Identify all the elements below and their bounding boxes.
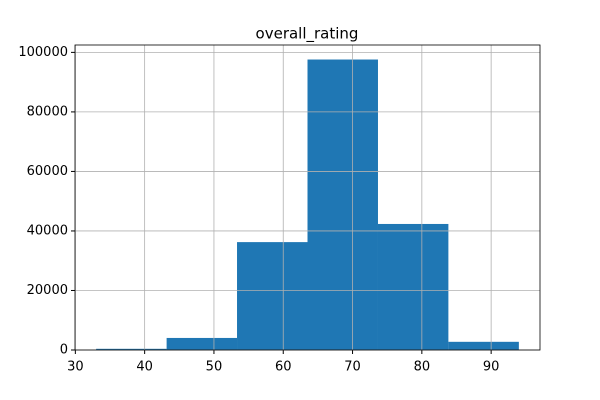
plot-frame: [74, 44, 541, 351]
y-tick-label: 40000: [27, 223, 68, 238]
x-tick-label: 60: [275, 360, 292, 375]
y-tick-label: 80000: [27, 104, 68, 119]
x-tick-label: 30: [67, 360, 84, 375]
bar: [448, 341, 519, 350]
x-tick-label: 90: [483, 360, 500, 375]
bar: [166, 337, 238, 350]
bar: [96, 348, 167, 350]
y-tick-label: 100000: [18, 45, 68, 60]
y-tick-label: 60000: [27, 164, 68, 179]
y-tick-label: 0: [60, 343, 68, 358]
x-tick-label: 40: [136, 360, 153, 375]
x-tick-label: 70: [344, 360, 361, 375]
y-tick-label: 20000: [27, 283, 68, 298]
x-tick-label: 50: [206, 360, 223, 375]
bar: [377, 223, 449, 350]
chart-title: overall_rating: [256, 25, 359, 44]
bar: [307, 59, 378, 351]
x-tick-label: 80: [414, 360, 431, 375]
bar: [237, 242, 308, 350]
